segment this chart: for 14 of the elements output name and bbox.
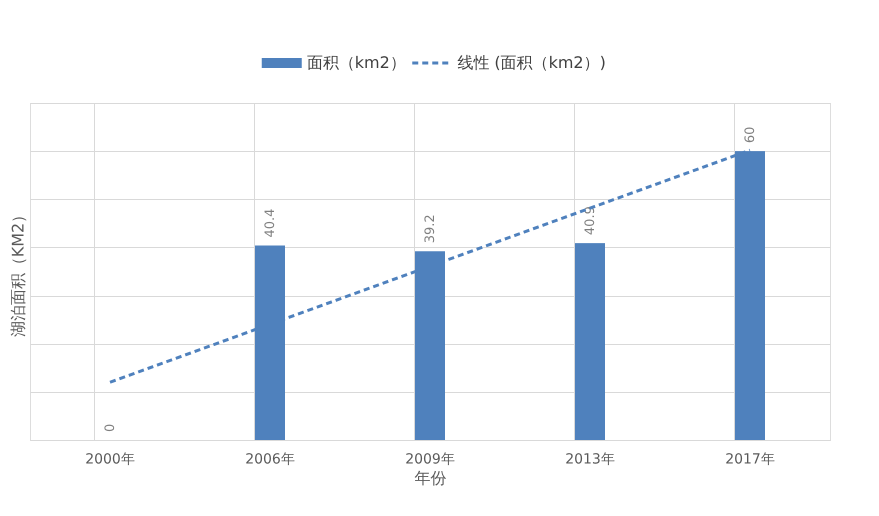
x-tick-label: 2013年 (565, 452, 615, 468)
data-label: 40.4 (263, 208, 278, 238)
x-axis-title: 年份 (414, 468, 446, 488)
x-tick-label: 2017年 (725, 452, 775, 468)
legend-label: 线性 (面积（km2）) (457, 53, 606, 72)
x-tick-label: 2009年 (405, 452, 455, 468)
data-label: 60 (743, 126, 758, 144)
bar (575, 243, 605, 440)
x-tick-label: 2000年 (85, 452, 135, 468)
x-tick-label: 2006年 (245, 452, 295, 468)
data-label: 39.2 (423, 214, 438, 244)
y-axis-title: 湖泊面积（KM2） (8, 206, 28, 338)
legend-label: 面积（km2） (306, 53, 406, 72)
data-label: 0 (103, 424, 118, 432)
